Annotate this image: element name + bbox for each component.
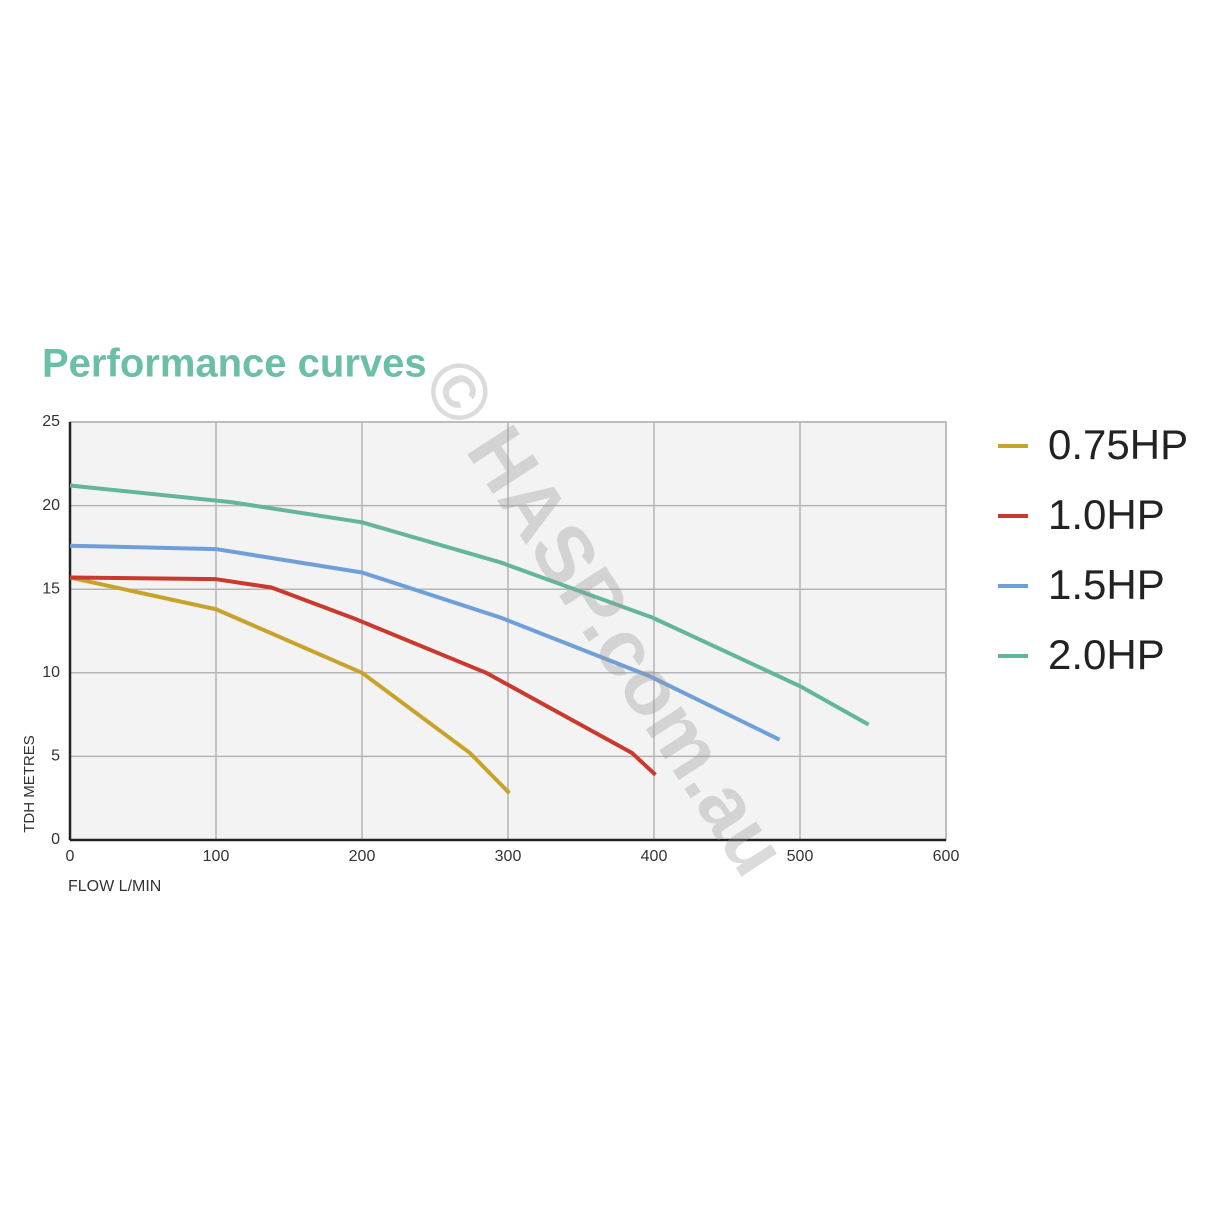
y-tick-label: 25	[42, 413, 60, 430]
y-tick-label: 10	[42, 664, 60, 681]
x-tick-label: 100	[203, 848, 230, 865]
x-tick-label: 600	[933, 848, 960, 865]
x-tick-label: 400	[641, 848, 668, 865]
series-line	[69, 575, 657, 777]
x-tick-label: 300	[495, 848, 522, 865]
x-tick-label: 500	[787, 848, 814, 865]
legend-label: 0.75HP	[1048, 421, 1188, 468]
x-tick-label: 0	[66, 848, 75, 865]
chart-title: Performance curves	[42, 342, 427, 386]
y-tick-label: 5	[51, 748, 60, 765]
y-tick-label: 20	[42, 497, 60, 514]
y-tick-label: 15	[42, 580, 60, 597]
series-line	[69, 575, 511, 795]
series-line	[69, 483, 870, 727]
legend-label: 1.0HP	[1048, 491, 1165, 538]
x-tick-label: 200	[349, 848, 376, 865]
x-axis-label: FLOW L/MIN	[68, 878, 161, 895]
series-line	[69, 543, 781, 742]
y-tick-label: 0	[51, 831, 60, 848]
legend-label: 2.0HP	[1048, 631, 1165, 678]
legend-label: 1.5HP	[1048, 561, 1165, 608]
y-axis-label: TDH METRES	[21, 735, 38, 833]
